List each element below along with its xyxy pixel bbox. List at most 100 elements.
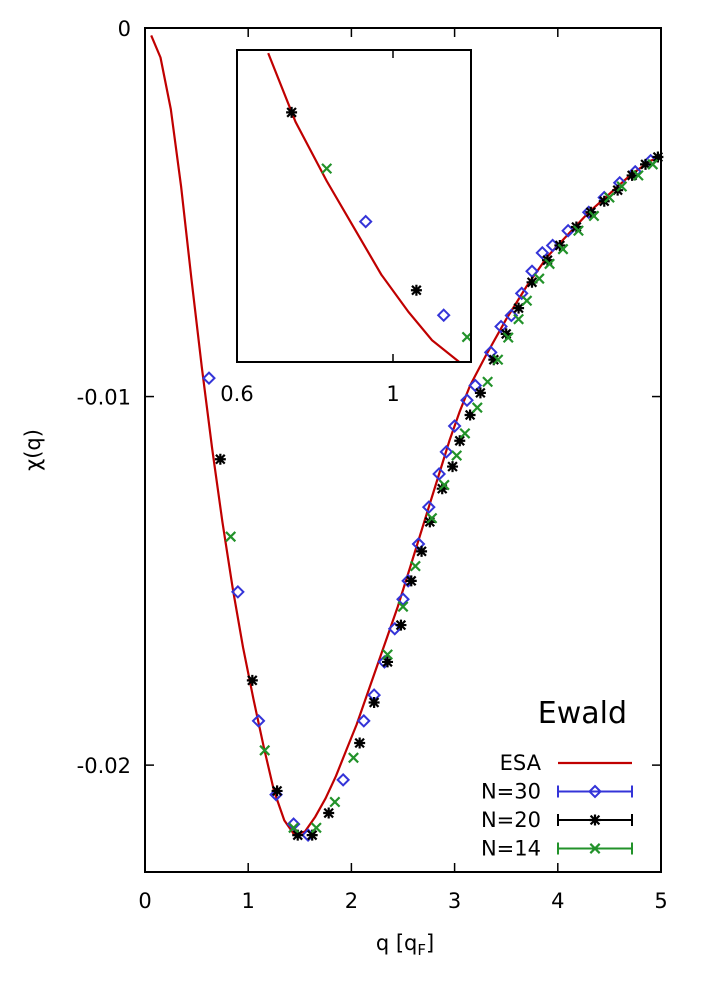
point-n-30: [439, 444, 454, 459]
point-n-14: [632, 169, 644, 181]
inset-esa-curve: [267, 52, 462, 362]
point-n-14: [310, 822, 322, 834]
inset-x-tick-label: 0.6: [220, 382, 253, 406]
y-tick-label: 0: [118, 17, 131, 41]
x-tick-label: 5: [654, 889, 667, 913]
point-n-20: [626, 169, 638, 181]
legend-entry-esa: ESA: [500, 751, 632, 775]
point-n-14: [288, 822, 300, 834]
point-n-20: [395, 619, 407, 631]
point-n-20: [382, 656, 394, 668]
point-n-14: [588, 210, 600, 222]
point-n-20: [474, 387, 486, 399]
legend-label: ESA: [500, 751, 542, 775]
point-n-14: [471, 402, 483, 414]
inset-content: [267, 52, 471, 362]
point-n-20: [246, 674, 258, 686]
point-n-30: [251, 713, 266, 728]
point-n-20: [306, 829, 318, 841]
point-n-14: [225, 531, 237, 543]
inset-point-n-20: [286, 106, 298, 118]
point-n-30: [286, 817, 301, 832]
inset-point-n-30: [436, 308, 451, 323]
point-n-30: [230, 584, 245, 599]
legend-marker-n-20: [589, 814, 601, 826]
point-n-30: [504, 308, 519, 323]
point-n-30: [525, 264, 539, 279]
x-tick-label: 2: [345, 889, 358, 913]
point-n-14: [557, 243, 569, 255]
point-n-20: [436, 483, 448, 495]
series-n-14: [225, 158, 659, 834]
point-n-14: [603, 192, 615, 203]
y-axis-title: χ(q): [21, 429, 45, 471]
point-n-20: [405, 575, 417, 587]
point-n-20: [214, 453, 226, 465]
point-n-30: [202, 371, 216, 386]
point-n-30: [494, 319, 508, 334]
point-n-14: [521, 295, 533, 307]
inset-point-n-14: [321, 163, 333, 175]
point-n-20: [292, 829, 304, 841]
point-n-20: [570, 221, 582, 233]
point-n-14: [451, 450, 463, 461]
point-n-14: [329, 796, 341, 808]
legend-label: N=20: [481, 808, 541, 832]
point-n-30: [535, 245, 550, 260]
point-n-20: [271, 785, 283, 797]
y-tick-labels: 0 -0.01 -0.02: [77, 17, 131, 778]
inset-point-n-30: [358, 214, 373, 229]
point-n-14: [426, 512, 438, 524]
point-n-20: [323, 807, 335, 819]
inset-background: [237, 50, 471, 362]
point-n-30: [561, 223, 576, 238]
method-annotation: Ewald: [538, 696, 627, 731]
x-axis-title: q [qF]: [376, 931, 434, 959]
x-tick-label: 4: [551, 889, 564, 913]
point-n-14: [382, 649, 393, 661]
legend-entry-n-30: N=30: [481, 780, 633, 804]
point-n-14: [572, 225, 584, 237]
point-n-14: [482, 376, 494, 388]
point-n-14: [259, 744, 271, 756]
legend-entry-n-20: N=20: [481, 808, 633, 832]
point-n-20: [652, 151, 664, 163]
legend-label: N=30: [481, 780, 541, 804]
y-tick-label: -0.02: [77, 754, 131, 778]
point-n-20: [640, 158, 652, 170]
point-n-30: [447, 419, 462, 433]
point-n-20: [447, 461, 459, 473]
y-tick-label: -0.01: [77, 386, 131, 410]
x-tick-labels: 0 1 2 3 4 5: [138, 889, 667, 913]
legend-label: N=14: [481, 837, 541, 861]
point-n-14: [438, 479, 450, 491]
legend-entry-n-14: N=14: [481, 837, 633, 861]
point-n-14: [409, 560, 421, 572]
point-n-20: [526, 276, 538, 288]
legend-marker-n-14: [589, 843, 601, 854]
point-n-20: [541, 254, 553, 266]
point-n-30: [356, 713, 371, 728]
point-n-30: [421, 500, 436, 515]
point-n-14: [348, 752, 359, 764]
point-n-14: [459, 427, 471, 439]
point-n-30: [396, 592, 410, 607]
point-n-30: [514, 286, 529, 301]
point-n-20: [424, 516, 436, 528]
point-n-14: [513, 313, 525, 325]
point-n-20: [368, 696, 380, 708]
data-points-layer: [202, 151, 664, 843]
point-n-14: [397, 601, 409, 613]
point-n-30: [432, 467, 447, 481]
legend: ESA N=30 N=20 N=14: [481, 751, 633, 861]
point-n-20: [464, 409, 476, 421]
inset-tick-labels: 0.6 1: [220, 382, 399, 406]
inset-x-tick-label: 1: [386, 382, 399, 406]
point-n-30: [336, 772, 351, 787]
point-n-30: [545, 238, 560, 253]
point-n-20: [488, 354, 500, 366]
point-n-14: [533, 273, 545, 285]
point-n-14: [502, 332, 514, 344]
point-n-30: [468, 378, 483, 393]
